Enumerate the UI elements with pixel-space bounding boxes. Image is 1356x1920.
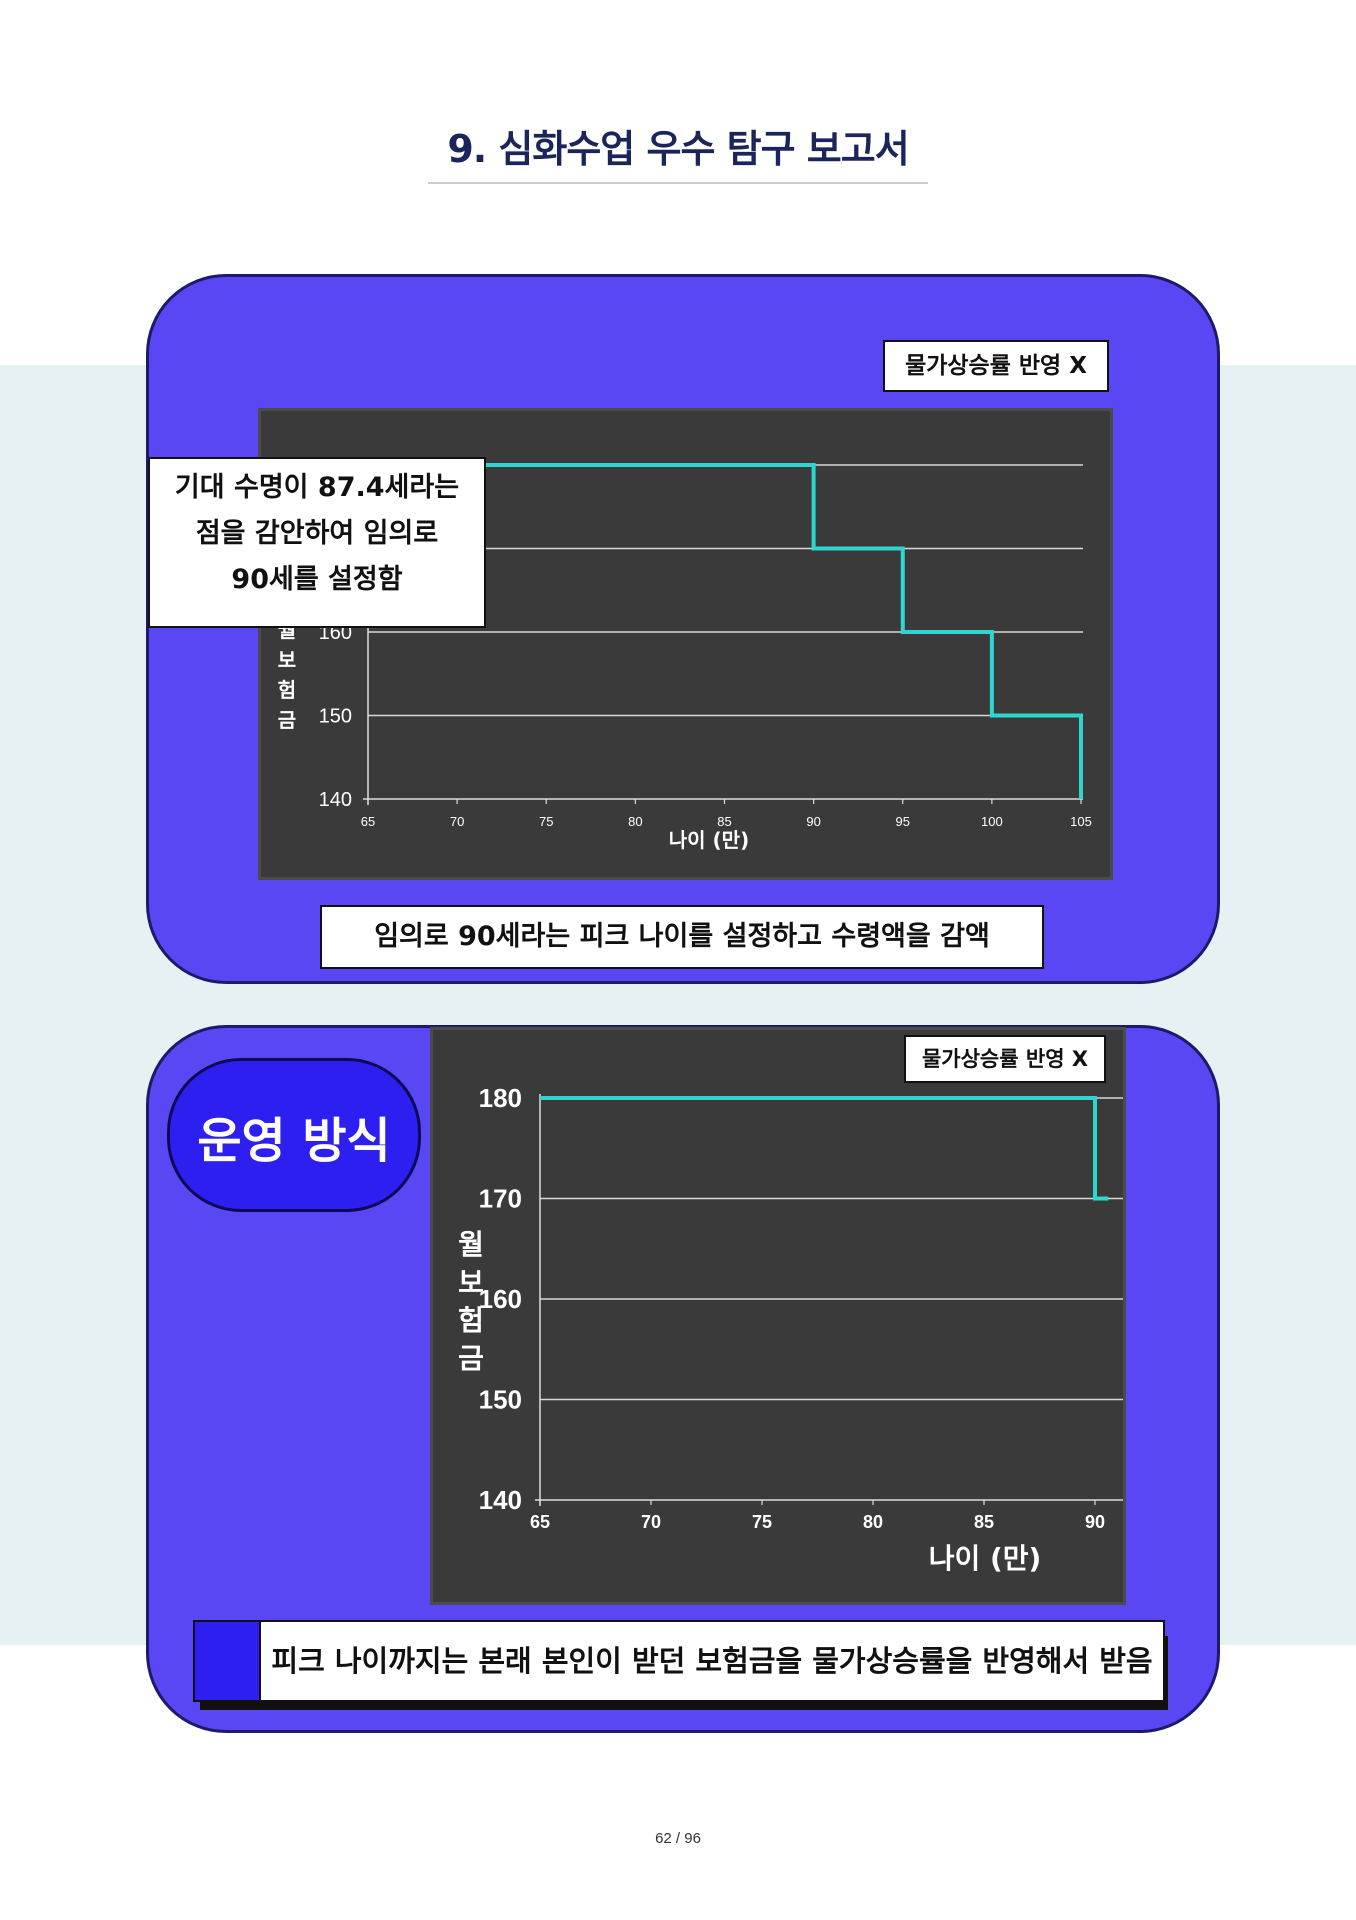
x-axis-title: 나이 (만)	[669, 828, 749, 852]
y-axis-title-char: 험	[458, 1304, 484, 1337]
x-tick-label: 95	[896, 814, 910, 829]
x-tick-label: 70	[450, 814, 464, 829]
x-tick-label: 90	[806, 814, 820, 829]
operation-heading: 운영 방식	[167, 1058, 421, 1212]
x-tick-label: 65	[361, 814, 375, 829]
x-tick-label: 85	[974, 1512, 994, 1532]
x-axis-title: 나이 (만)	[929, 1542, 1042, 1575]
title-divider	[428, 182, 928, 184]
y-axis-title-char: 월	[458, 1228, 484, 1261]
x-tick-label: 100	[981, 814, 1003, 829]
note-line-1: 기대 수명이 87.4세라는	[174, 472, 460, 503]
y-axis-title-char: 금	[458, 1342, 484, 1375]
assumption-note: 기대 수명이 87.4세라는 점을 감안하여 임의로 90세를 설정함	[148, 457, 486, 628]
note-line-3: 90세를 설정함	[231, 564, 403, 595]
y-axis-title-char: 험	[278, 678, 296, 702]
y-tick-label: 160	[479, 1284, 522, 1314]
operation-heading-label: 운영 방식	[197, 1113, 391, 1169]
x-tick-label: 85	[717, 814, 731, 829]
x-tick-label: 105	[1070, 814, 1092, 829]
y-tick-label: 150	[479, 1385, 522, 1415]
panel-2-caption: 피크 나이까지는 본래 본인이 받던 보험금을 물가상승률을 반영해서 받음	[259, 1620, 1165, 1702]
x-tick-label: 75	[752, 1512, 772, 1532]
x-tick-label: 65	[530, 1512, 550, 1532]
y-axis-title-char: 금	[278, 708, 296, 732]
y-axis-title-char: 보	[458, 1266, 484, 1299]
inflation-badge: 물가상승률 반영 X	[883, 340, 1109, 392]
x-tick-label: 80	[863, 1512, 883, 1532]
y-tick-label: 150	[319, 706, 352, 728]
y-tick-label: 170	[479, 1184, 522, 1214]
x-tick-label: 70	[641, 1512, 661, 1532]
panel-1-caption: 임의로 90세라는 피크 나이를 설정하고 수령액을 감액	[320, 905, 1044, 969]
chart-2: 140 150 160 170 180 65 70 75 80 85 90 나이 (만) 월 보 험 금	[430, 1027, 1126, 1605]
page-title: 9. 심화수업 우수 탐구 보고서	[447, 127, 909, 171]
series-line	[368, 463, 1083, 799]
series-line	[540, 1096, 1109, 1201]
chart-1: 140 150 160 65 70 75 80 85 90 95 100 105 나이 (만) 월 보 험 금	[258, 408, 1113, 880]
inflation-badge-2: 물가상승률 반영 X	[904, 1035, 1106, 1083]
y-tick-label: 140	[479, 1485, 522, 1515]
y-tick-label: 180	[479, 1083, 522, 1113]
x-tick-label: 75	[539, 814, 553, 829]
x-tick-label: 90	[1085, 1512, 1105, 1532]
y-tick-label: 140	[319, 789, 352, 811]
caption-accent	[193, 1620, 263, 1702]
y-axis-title-char: 보	[278, 648, 296, 672]
x-tick-label: 80	[628, 814, 642, 829]
note-line-2: 점을 감안하여 임의로	[195, 518, 439, 549]
page-number: 62 / 96	[655, 1830, 701, 1847]
